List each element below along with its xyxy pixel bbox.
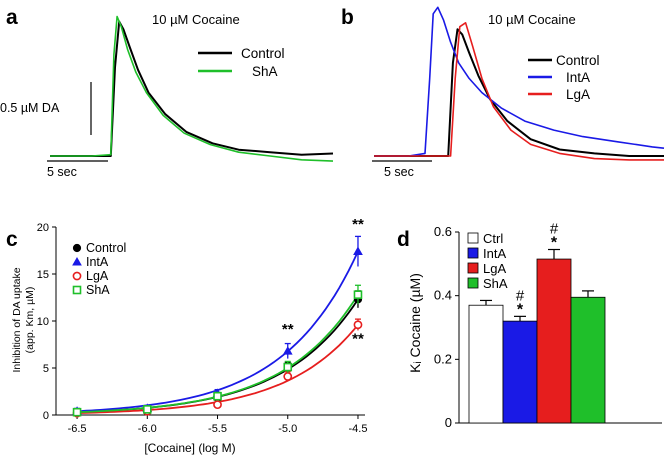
point-inta	[353, 246, 363, 255]
point-sha	[353, 290, 363, 299]
panel-c-x-axis-label: [Cocaine] (log M)	[144, 441, 235, 455]
panel-c-y-tick-label: 15	[37, 269, 49, 281]
panel-c-x-tick-label: -5.0	[278, 423, 297, 435]
panel-c-significance-marker: **	[282, 321, 294, 338]
bar-lga	[536, 258, 572, 424]
bar-sha	[570, 296, 606, 424]
panel-c-legend-marker-sha	[72, 285, 82, 295]
panel-c-x-tick-label: -6.5	[68, 423, 87, 435]
point-sha	[142, 405, 152, 414]
panel-c-x-tick-label: -5.5	[208, 423, 227, 435]
panel-d-legend-ctrl: Ctrl	[483, 231, 503, 246]
panel-d-y-tick-label: 0.4	[434, 288, 452, 303]
panel-c-x-tick-label: -6.0	[138, 423, 157, 435]
point-sha	[213, 391, 222, 401]
curve-inta	[77, 251, 359, 413]
panel-d-y-tick-label: 0	[445, 415, 452, 430]
trace-b-inta	[374, 6, 665, 157]
panel-c-significance-marker: **	[352, 216, 364, 233]
panel-a-scale-bar-x-label: 5 sec	[47, 165, 77, 179]
panel-d-legend-swatch-sha	[467, 277, 479, 289]
panel-c-y-tick-label: 0	[43, 410, 49, 422]
panel-letter-a: a	[6, 6, 18, 29]
panel-c-legend-lga: LgA	[86, 269, 109, 283]
panel-a-title: 10 µM Cocaine	[152, 12, 240, 27]
panel-d-y-tick-label: 0.6	[434, 224, 452, 239]
point-lga	[283, 372, 293, 381]
panel-letter-d: d	[397, 228, 410, 251]
panel-d-significance-hash: #	[516, 287, 525, 304]
panel-letter-b: b	[341, 6, 354, 29]
panel-d-significance-hash: #	[550, 221, 559, 238]
point-inta	[282, 346, 293, 355]
panel-d-legend-inta: IntA	[483, 246, 506, 261]
panel-d-significance-star: *	[551, 235, 558, 252]
panel-b-legend-control: Control	[556, 53, 600, 68]
trace-a-sha	[50, 15, 334, 162]
panel-a-trace-plot: 10 µM Cocaine Control ShA 0.5 µM DA 5 se…	[0, 12, 334, 179]
panel-c-significance-marker: **	[352, 331, 364, 348]
panel-c-y-axis-label-line2: (app. Km, µM)	[24, 287, 36, 354]
panel-d-legend-sha: ShA	[483, 276, 508, 291]
point-sha	[72, 407, 82, 417]
panel-c-legend-marker-inta	[72, 256, 82, 266]
panel-d-legend-lga: LgA	[483, 261, 506, 276]
panel-c-legend-control: Control	[86, 241, 126, 255]
panel-c-x-tick-label: -4.5	[348, 423, 367, 435]
trace-b-lga	[374, 22, 664, 161]
panel-c-legend-marker-control	[72, 243, 82, 253]
panel-a-scale-bar-y-label: 0.5 µM DA	[0, 101, 60, 115]
panel-d-legend-swatch-ctrl	[467, 232, 479, 244]
bar-inta	[502, 320, 538, 424]
trace-b-control	[374, 28, 664, 157]
panel-b-title: 10 µM Cocaine	[488, 12, 576, 27]
panel-c-legend-sha: ShA	[86, 283, 110, 297]
panel-d-y-axis-label: Kᵢ Cocaine (µM)	[407, 273, 423, 373]
panel-c-y-tick-label: 5	[43, 363, 49, 375]
panel-c-y-tick-label: 10	[37, 316, 49, 328]
panel-b-trace-plot: 10 µM Cocaine Control IntA LgA 5 sec	[372, 6, 665, 179]
point-sha	[283, 362, 293, 372]
panel-d-bar-chart: 0 0.2 0.4 0.6 Kᵢ Cocaine (µM) CtrlIntALgASh…	[407, 221, 662, 430]
panel-b-legend-inta: IntA	[566, 70, 590, 85]
panel-a-legend-control: Control	[241, 46, 285, 61]
panel-d-y-tick-label: 0.2	[434, 351, 452, 366]
panel-letter-c: c	[6, 228, 18, 251]
panel-b-legend-lga: LgA	[566, 87, 590, 102]
bar-ctrl	[468, 304, 504, 424]
panel-d-significance-star: *	[517, 301, 524, 318]
panel-d-legend-swatch-lga	[467, 262, 479, 274]
panel-c-legend-marker-lga	[72, 271, 82, 281]
panel-c-dose-response-chart: 0 5 10 15 20 -6.5 -6.0 -5.5 -5.0 -4.5 [Cocaine] (…	[11, 216, 367, 455]
panel-a-legend-sha: ShA	[252, 64, 278, 79]
point-lga	[353, 320, 363, 330]
panel-c-y-axis-label-line1: Inhibition of DA uptake	[11, 267, 23, 372]
panel-c-y-tick-label: 20	[37, 222, 49, 234]
panel-c-legend-inta: IntA	[86, 255, 109, 269]
point-lga	[213, 400, 222, 410]
panel-b-scale-bar-x-label: 5 sec	[384, 165, 414, 179]
panel-d-legend-swatch-inta	[467, 247, 479, 259]
